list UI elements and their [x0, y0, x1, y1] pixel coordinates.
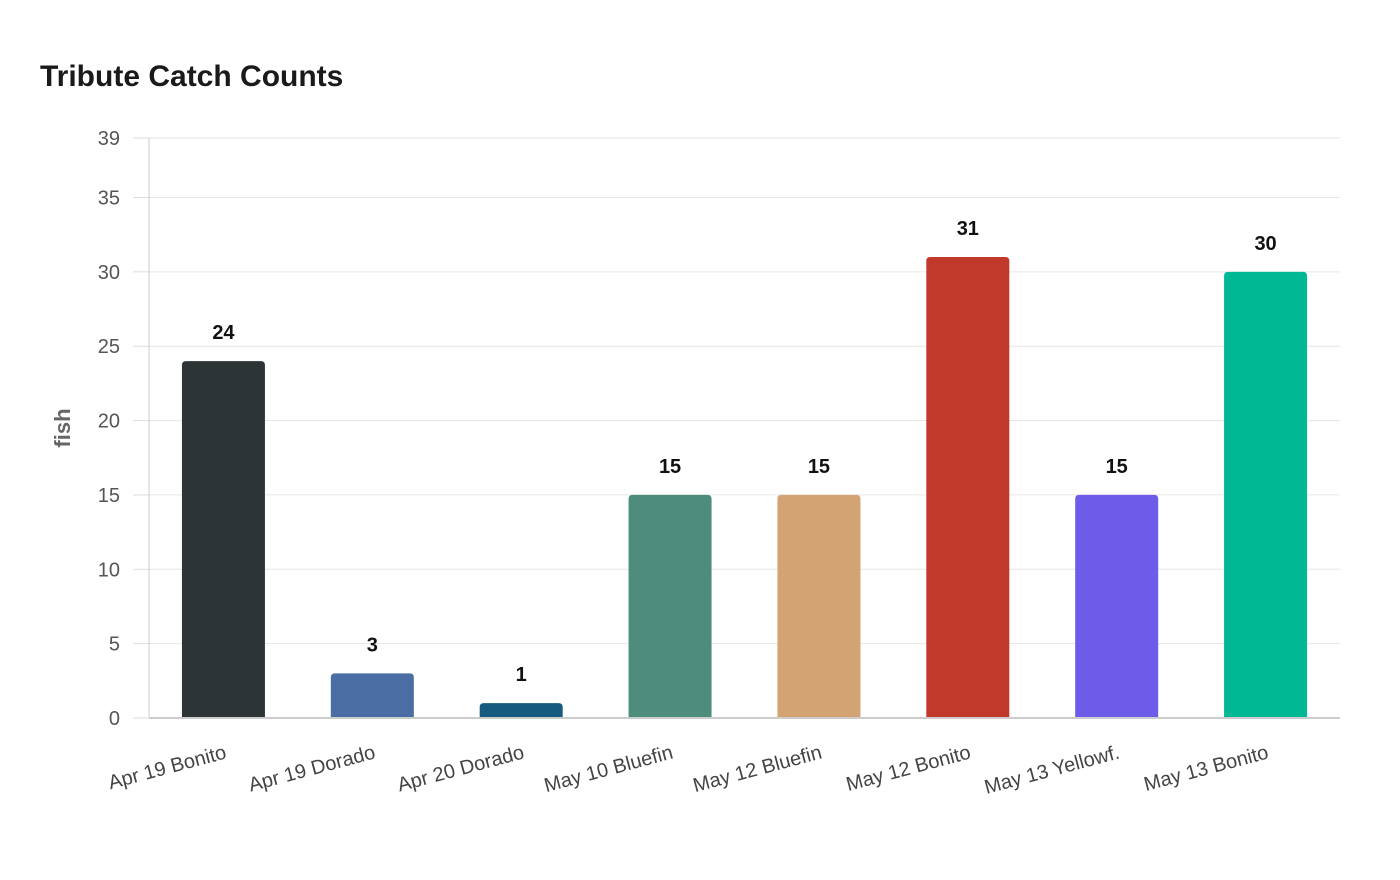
data-label: 15 [1106, 456, 1128, 478]
x-tick-label: May 12 Bonito [844, 742, 973, 796]
y-tick-label: 39 [98, 128, 120, 150]
data-label: 3 [367, 634, 378, 656]
y-axis-ticks: 0 5 10 15 20 25 30 35 39 [98, 128, 120, 730]
bar [926, 256, 1010, 718]
bar [479, 703, 563, 718]
y-tick-label: 30 [98, 262, 120, 284]
x-tick-label: May 12 Bluefin [691, 742, 824, 797]
y-tick-label: 5 [109, 634, 120, 656]
x-axis-ticks: Apr 19 Bonito Apr 19 Dorado Apr 20 Dorado M… [106, 742, 1271, 799]
x-tick-label: Apr 20 Dorado [395, 742, 526, 797]
x-tick-label: Apr 19 Bonito [106, 742, 229, 795]
data-label: 15 [808, 456, 830, 478]
gridlines [133, 137, 1340, 719]
data-label: 1 [516, 664, 527, 686]
x-tick-label: May 13 Yellowf. [982, 742, 1122, 799]
x-tick-label: May 13 Bonito [1142, 742, 1271, 796]
bar [628, 494, 712, 718]
bars [181, 256, 1308, 718]
y-tick-label: 10 [98, 559, 120, 581]
bar [330, 673, 414, 718]
data-label: 31 [957, 218, 979, 240]
bar [777, 494, 861, 718]
y-tick-label: 0 [109, 708, 120, 730]
x-tick-label: May 10 Bluefin [542, 742, 675, 797]
y-tick-label: 25 [98, 336, 120, 358]
y-axis-label: fish [50, 408, 75, 447]
x-tick-label: Apr 19 Dorado [246, 742, 377, 797]
chart-title: Tribute Catch Counts [40, 60, 344, 93]
bar [181, 361, 265, 718]
y-tick-label: 20 [98, 411, 120, 433]
data-label: 30 [1254, 233, 1276, 255]
data-label: 15 [659, 456, 681, 478]
bar [1075, 494, 1159, 718]
y-tick-label: 35 [98, 187, 120, 209]
bar [1224, 271, 1308, 718]
data-label: 24 [212, 322, 235, 344]
y-tick-label: 15 [98, 485, 120, 507]
